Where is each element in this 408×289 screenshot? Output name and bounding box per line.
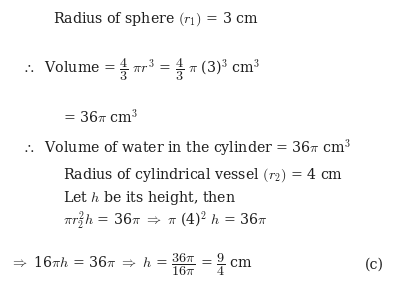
Text: = 36$\pi$ cm$^3$: = 36$\pi$ cm$^3$ <box>63 108 139 127</box>
Text: $\pi r_2^{2} h$ = 36$\pi$ $\Rightarrow$ $\pi$ (4)$^2$ $h$ = 36$\pi$: $\pi r_2^{2} h$ = 36$\pi$ $\Rightarrow$ … <box>63 210 268 232</box>
Text: Radius of cylindrical vessel $(r_2)$ = 4 cm: Radius of cylindrical vessel $(r_2)$ = 4… <box>63 166 344 184</box>
Text: $\therefore$  Volume of water in the cylinder = 36$\pi$ cm$^3$: $\therefore$ Volume of water in the cyli… <box>22 138 351 160</box>
Text: $\Rightarrow$ 16$\pi h$ = 36$\pi$ $\Rightarrow$ $h$ = $\dfrac{36\pi}{16\pi}$ = $: $\Rightarrow$ 16$\pi h$ = 36$\pi$ $\Righ… <box>10 251 253 278</box>
Text: $\therefore$  Volume = $\dfrac{4}{3}$ $\pi r^3$ = $\dfrac{4}{3}$ $\pi$ (3)$^3$ c: $\therefore$ Volume = $\dfrac{4}{3}$ $\p… <box>22 56 261 83</box>
Text: (c): (c) <box>365 257 384 271</box>
Text: Radius of sphere $(r_1)$ = 3 cm: Radius of sphere $(r_1)$ = 3 cm <box>53 10 259 28</box>
Text: Let $h$ be its height, then: Let $h$ be its height, then <box>63 189 236 207</box>
